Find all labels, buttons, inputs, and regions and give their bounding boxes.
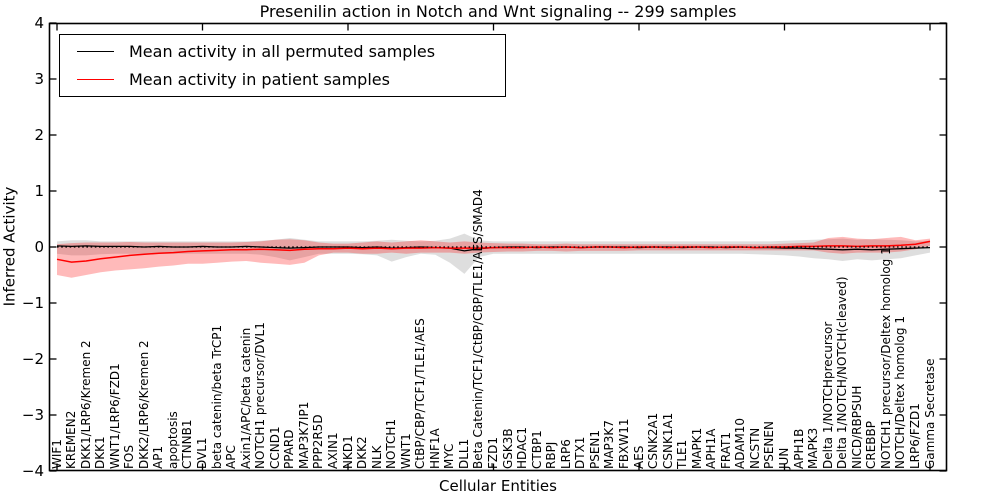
x-category-label: APH1B xyxy=(791,428,806,469)
x-category-label: HDAC1 xyxy=(515,426,530,469)
y-tick-label: 0 xyxy=(34,238,44,256)
x-category-label: MAP3K7 xyxy=(602,420,617,469)
x-category-label: CSNK2A1 xyxy=(646,412,661,469)
x-category-label: NICD/RBPSUH xyxy=(849,385,864,469)
x-category-label: APC xyxy=(224,445,239,469)
x-category-label: NCSTN xyxy=(747,427,762,469)
x-category-label: GSK3B xyxy=(500,428,515,469)
x-category-label: CREBBP xyxy=(864,421,879,469)
y-tick-label: 4 xyxy=(34,14,44,32)
x-category-label: Axin1/APC/beta catenin xyxy=(238,327,253,469)
x-category-label: MYC xyxy=(442,443,457,469)
y-tick-label: 3 xyxy=(34,70,44,88)
x-category-label: TLE1 xyxy=(675,439,690,469)
y-tick-label: −3 xyxy=(21,406,44,424)
x-category-label: AP1 xyxy=(151,445,166,469)
legend-label-permuted: Mean activity in all permuted samples xyxy=(129,42,436,62)
x-category-label: CTBP1 xyxy=(529,430,544,469)
x-category-label: Gamma Secretase xyxy=(922,358,937,469)
x-category-label: PPARD xyxy=(282,429,297,470)
y-tick-label: 2 xyxy=(34,126,44,144)
chart-title: Presenilin action in Notch and Wnt signa… xyxy=(259,2,737,21)
x-category-label: NOTCH1 precursor/Deltex homolog 1 xyxy=(878,247,893,469)
legend-label-patient: Mean activity in patient samples xyxy=(129,69,390,89)
x-category-label: NOTCH1 xyxy=(384,418,399,469)
x-category-label: JUN xyxy=(777,447,791,469)
x-category-label: DKK1 xyxy=(93,436,108,469)
x-category-label: RBPJ xyxy=(544,441,559,469)
x-category-label: FOS xyxy=(122,445,137,469)
x-category-label: KREMEN2 xyxy=(64,410,79,469)
x-category-label: NLK xyxy=(369,445,384,469)
x-category-label: apoptosis xyxy=(165,411,180,469)
x-category-label: APH1A xyxy=(704,428,719,469)
x-category-label: AXIN1 xyxy=(325,432,340,469)
x-category-label: LRP6 xyxy=(558,439,573,469)
x-category-label: AES xyxy=(631,445,646,469)
x-category-label: CSNK1A1 xyxy=(660,412,675,469)
x-category-label: FZD1 xyxy=(486,437,500,469)
legend-entry-permuted: Mean activity in all permuted samples xyxy=(60,39,505,65)
x-category-label: Delta 1/NOTCHprecursor xyxy=(820,321,835,469)
x-category-label: WIF1 xyxy=(49,439,64,469)
y-tick-label: −4 xyxy=(21,462,44,480)
x-category-label: PPP2R5D xyxy=(311,414,326,469)
x-category-label: DKK2 xyxy=(355,436,370,469)
y-tick-label: 1 xyxy=(34,182,44,200)
x-category-label: PSEN1 xyxy=(587,429,602,469)
x-category-label: beta catenin/beta TrCP1 xyxy=(209,324,224,469)
x-category-label: NOTCH1 precursor/DVL1 xyxy=(253,322,268,469)
x-category-label: ADAM10 xyxy=(733,417,748,469)
x-category-label: DKK2/LRP6/Kremen 2 xyxy=(136,340,151,469)
x-category-label: MAPK3 xyxy=(806,427,821,469)
x-category-label: PSENEN xyxy=(762,421,777,469)
x-category-label: DTX1 xyxy=(573,436,588,469)
x-category-label: NKD1 xyxy=(340,435,355,469)
patient-line-sample xyxy=(77,78,114,80)
x-category-label: CCND1 xyxy=(267,426,282,469)
x-category-label: CTNNB1 xyxy=(180,419,195,469)
x-category-label: DLL1 xyxy=(456,438,471,469)
x-category-label: FBXW11 xyxy=(616,418,631,470)
legend-entry-patient: Mean activity in patient samples xyxy=(60,66,505,92)
y-tick-label: −1 xyxy=(21,294,44,312)
x-axis-label: Cellular Entities xyxy=(439,477,557,495)
x-category-label: MAPK1 xyxy=(689,427,704,469)
x-category-label: MAP3K7IP1 xyxy=(296,401,311,469)
x-category-label: NOTCH/Deltex homolog 1 xyxy=(893,316,908,469)
x-category-label: Beta Catenin/TCF1/CtBP/CBP/TLE1/AES/SMAD… xyxy=(471,189,486,469)
x-category-label: WNT1/LRP6/FZD1 xyxy=(107,363,122,469)
x-category-label: LRP6/FZD1 xyxy=(907,403,922,469)
x-category-label: DKK1/LRP6/Kremen 2 xyxy=(78,340,93,469)
x-category-label: Delta 1/NOTCH/NOTCH(cleaved) xyxy=(835,276,850,469)
x-category-label: WNT1 xyxy=(398,433,413,469)
legend: Mean activity in all permuted samples Me… xyxy=(59,34,506,97)
x-category-label: FRAT1 xyxy=(718,432,733,469)
x-category-label: HNF1A xyxy=(427,428,442,469)
permuted-line-sample xyxy=(77,51,114,53)
x-category-label: DVL1 xyxy=(195,437,209,469)
x-category-label: CtBP/CBP/TCF1/TLE1/AES xyxy=(413,318,428,469)
y-tick-label: −2 xyxy=(21,350,44,368)
